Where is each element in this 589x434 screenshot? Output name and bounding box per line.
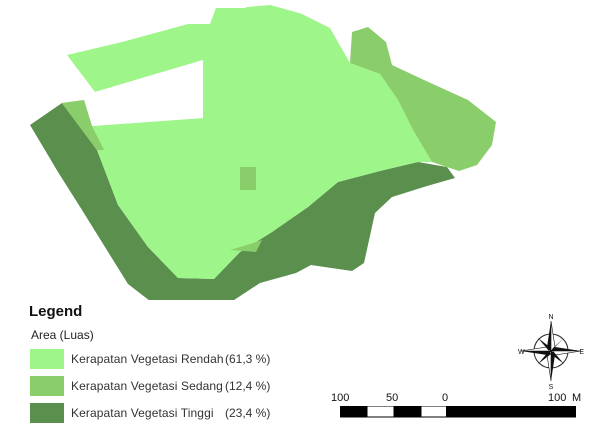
area-vegetasi-rendah-patch: [270, 5, 302, 38]
scale-label-100-left: 100: [331, 392, 350, 404]
legend-label-sedang: Kerapatan Vegetasi Sedang: [71, 379, 223, 393]
legend-percent-tinggi: (23,4 %): [225, 406, 271, 420]
area-vegetasi-sedang: [350, 27, 496, 171]
legend-swatch-rendah: [30, 349, 64, 369]
legend-percent-sedang: (12,4 %): [225, 379, 271, 393]
area-vegetasi-sedang-lower: [230, 240, 262, 252]
legend-swatch-sedang: [30, 376, 64, 396]
legend-title: Legend: [29, 303, 83, 320]
compass-w: W: [518, 349, 525, 356]
area-vegetasi-sedang-left: [62, 100, 104, 150]
compass-e: E: [579, 349, 584, 356]
area-vegetasi-rendah: [62, 5, 432, 279]
compass-n: N: [548, 314, 553, 321]
legend-swatch-tinggi: [30, 403, 64, 423]
vegetation-density-map: [30, 5, 496, 300]
scale-label-50: 50: [386, 392, 399, 404]
scale-label-100-right: 100: [548, 392, 567, 404]
compass-rose-icon: N S W E: [518, 314, 584, 391]
compass-s: S: [549, 384, 554, 391]
legend-label-tinggi: Kerapatan Vegetasi Tinggi: [71, 406, 214, 420]
area-vegetasi-sedang-center: [240, 167, 256, 190]
legend-label-rendah: Kerapatan Vegetasi Rendah: [71, 352, 224, 366]
legend-percent-rendah: (61,3 %): [225, 352, 271, 366]
scale-label-0: 0: [442, 392, 449, 404]
clearing-area: [92, 60, 203, 126]
scale-bar: [340, 406, 576, 418]
scale-unit: M: [572, 392, 582, 404]
area-vegetasi-tinggi: [30, 103, 455, 300]
legend-subtitle: Area (Luas): [31, 328, 94, 342]
